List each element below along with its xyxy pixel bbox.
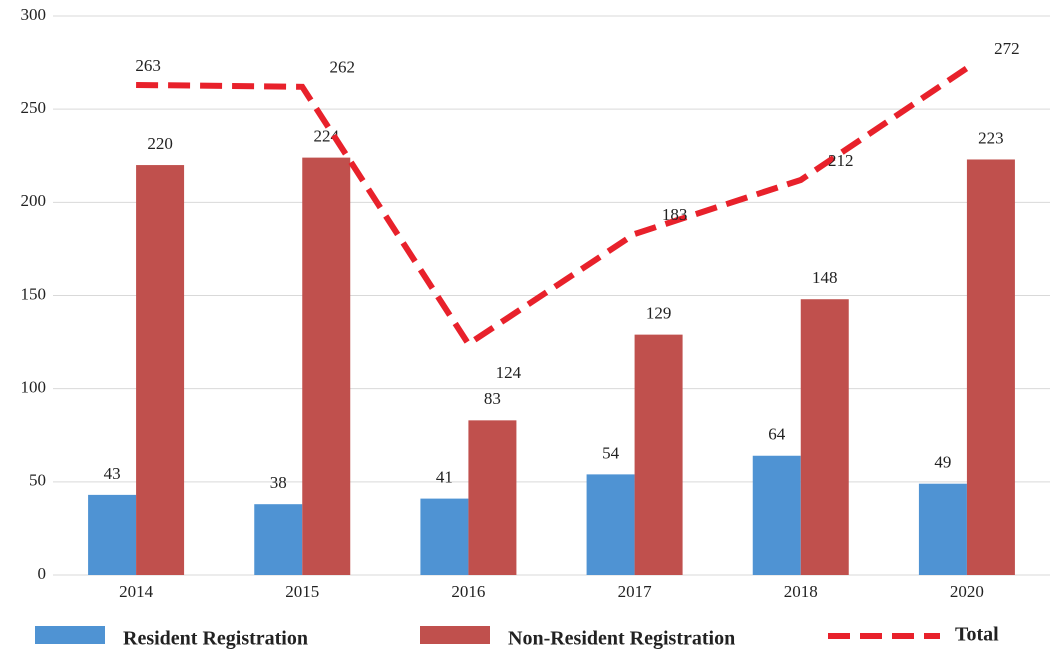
data-label: 124	[496, 363, 522, 382]
bar	[468, 420, 517, 575]
y-tick-label: 0	[38, 564, 47, 583]
legend-swatch	[35, 626, 105, 644]
legend-label: Non-Resident Registration	[508, 628, 735, 650]
bar	[800, 299, 849, 575]
total-line	[136, 65, 969, 349]
bar	[918, 483, 967, 575]
x-tick-label: 2018	[784, 582, 818, 601]
bar	[88, 494, 137, 575]
data-label: 224	[314, 127, 340, 146]
y-tick-label: 100	[21, 378, 47, 397]
data-label: 272	[994, 39, 1020, 58]
y-tick-label: 300	[21, 5, 47, 24]
bar	[254, 504, 303, 575]
data-label: 38	[270, 473, 287, 492]
bar	[634, 334, 683, 575]
data-label: 263	[135, 56, 161, 75]
bar	[420, 498, 469, 575]
data-label: 148	[812, 268, 838, 287]
data-label: 43	[104, 464, 121, 483]
y-tick-label: 50	[29, 471, 46, 490]
data-label: 49	[934, 453, 951, 472]
data-label: 64	[768, 425, 786, 444]
x-tick-label: 2015	[285, 582, 319, 601]
bar	[136, 165, 185, 576]
x-tick-label: 2020	[950, 582, 984, 601]
bar	[966, 159, 1015, 575]
bar	[302, 157, 351, 575]
data-label: 212	[828, 151, 854, 170]
legend-swatch	[420, 626, 490, 644]
x-tick-label: 2017	[618, 582, 653, 601]
data-label: 183	[662, 205, 688, 224]
y-tick-label: 250	[21, 98, 47, 117]
x-tick-label: 2014	[119, 582, 154, 601]
legend-label: Total	[955, 624, 999, 646]
bar	[586, 474, 635, 575]
data-label: 129	[646, 304, 672, 323]
x-tick-label: 2016	[451, 582, 485, 601]
y-tick-label: 150	[21, 284, 47, 303]
y-tick-label: 200	[21, 191, 47, 210]
data-label: 83	[484, 389, 501, 408]
data-label: 262	[330, 58, 356, 77]
data-label: 41	[436, 468, 453, 487]
legend-label: Resident Registration	[123, 628, 308, 650]
bar	[752, 455, 801, 575]
data-label: 220	[147, 134, 173, 153]
data-label: 54	[602, 443, 620, 462]
data-label: 223	[978, 128, 1004, 147]
